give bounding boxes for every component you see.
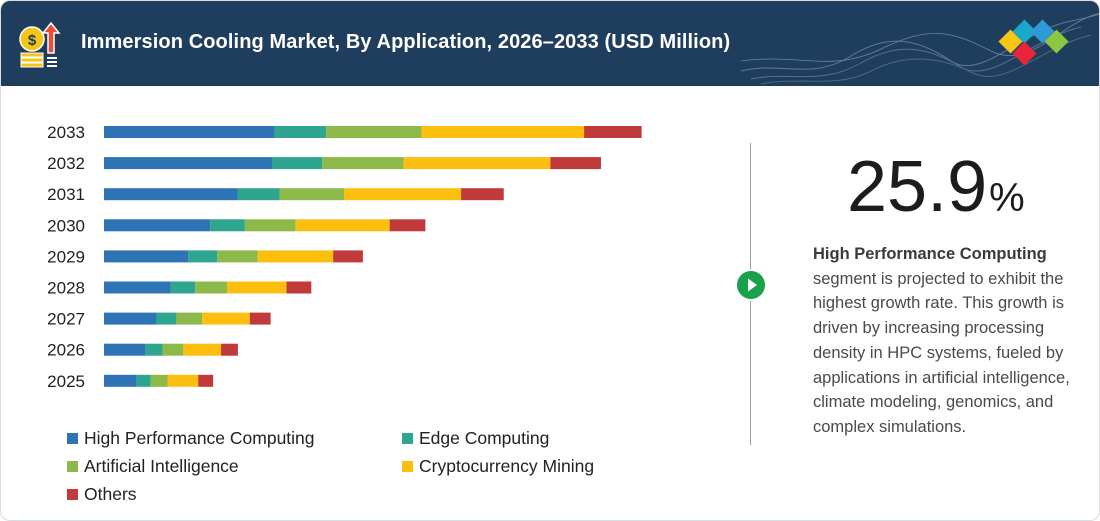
decorative-waves — [741, 13, 1099, 85]
cagr-stat: 25.9% — [847, 151, 1025, 223]
bar-segment — [145, 343, 163, 356]
bar-segment — [221, 343, 238, 356]
bar-segment — [104, 219, 211, 232]
stacked-bar-chart: 2033 2032 2031 2030 2029 2028 2027 2026 2025 Hig… — [1, 86, 721, 520]
bar-segment — [104, 157, 273, 170]
cagr-value: 25.9 — [847, 147, 988, 227]
bar-segment — [170, 281, 196, 294]
cagr-unit: % — [989, 176, 1025, 220]
legend-swatch — [67, 433, 78, 444]
highlight-text: segment is projected to exhibit the high… — [813, 269, 1070, 436]
bar-segment — [286, 281, 312, 294]
y-tick-label: 2026 — [47, 341, 85, 360]
bar-segment — [136, 374, 151, 387]
y-tick-label: 2032 — [47, 154, 85, 173]
bar-segment — [326, 126, 422, 138]
bar-segment — [550, 157, 601, 170]
legend-label: Artificial Intelligence — [84, 456, 239, 476]
bar-segment — [198, 374, 214, 387]
y-tick-label: 2025 — [47, 372, 85, 391]
coins-growth-arrow-icon: $ — [19, 21, 61, 68]
page-title: Immersion Cooling Market, By Application… — [81, 31, 731, 53]
bar-segment — [150, 374, 168, 387]
bar-segment — [257, 250, 334, 263]
bar-segment — [272, 157, 323, 170]
highlight-segment: High Performance Computing — [813, 245, 1047, 263]
legend-label: High Performance Computing — [84, 428, 315, 448]
legend-item: Cryptocurrency Mining — [402, 456, 594, 477]
bar-segment — [344, 188, 462, 201]
bar-segment — [167, 374, 199, 387]
legend-label: Others — [84, 484, 137, 504]
bar-segment — [183, 343, 222, 356]
svg-text:$: $ — [28, 32, 37, 49]
legend-swatch — [402, 433, 413, 444]
bar-segment — [279, 188, 345, 201]
bar-segment — [162, 343, 184, 356]
y-tick-label: 2033 — [47, 123, 85, 142]
bar-segment — [104, 126, 275, 138]
chart-plot-area: 2033 2032 2031 2030 2029 2028 2027 2026 2025 — [47, 123, 642, 391]
bar-segment — [244, 219, 296, 232]
legend-swatch — [402, 461, 413, 472]
bar-segment — [237, 188, 280, 201]
header-bar: $ Immersion Cooling Market, By Applicati… — [1, 1, 1099, 86]
bar-segment — [104, 250, 189, 263]
bar-segment — [584, 126, 642, 138]
bar-segment — [322, 157, 404, 170]
bar-segment — [195, 281, 227, 294]
bar-segment — [249, 312, 271, 325]
legend-swatch — [67, 489, 78, 500]
legend-item: Others — [67, 484, 137, 505]
bar-segment — [227, 281, 287, 294]
highlight-description: High Performance Computing segment is pr… — [813, 242, 1085, 440]
legend-item: Artificial Intelligence — [67, 456, 239, 477]
bar-segment — [104, 188, 238, 201]
legend-label: Cryptocurrency Mining — [419, 456, 595, 476]
bar-segment — [274, 126, 327, 138]
y-tick-label: 2031 — [47, 185, 85, 204]
legend-item: Edge Computing — [402, 428, 549, 449]
y-tick-label: 2029 — [47, 247, 85, 266]
legend-label: Edge Computing — [419, 428, 550, 448]
bar-segment — [104, 343, 146, 356]
diamond-tiles-logo — [998, 19, 1069, 66]
bar-segment — [295, 219, 390, 232]
bar-segment — [104, 312, 157, 325]
legend-item: High Performance Computing — [67, 428, 315, 449]
bar-segment — [176, 312, 203, 325]
bar-segment — [210, 219, 245, 232]
y-tick-label: 2028 — [47, 279, 85, 298]
y-tick-label: 2030 — [47, 216, 85, 235]
bar-segment — [403, 157, 551, 170]
legend-swatch — [67, 461, 78, 472]
bar-segment — [421, 126, 585, 138]
bar-segment — [104, 374, 137, 387]
bar-segment — [104, 281, 171, 294]
bar-segment — [156, 312, 177, 325]
bar-segment — [461, 188, 504, 201]
bar-segment — [217, 250, 258, 263]
play-circle-icon[interactable] — [735, 269, 767, 301]
bar-segment — [188, 250, 218, 263]
bar-segment — [389, 219, 426, 232]
bar-segment — [333, 250, 363, 263]
bar-segment — [202, 312, 250, 325]
y-tick-label: 2027 — [47, 310, 85, 329]
